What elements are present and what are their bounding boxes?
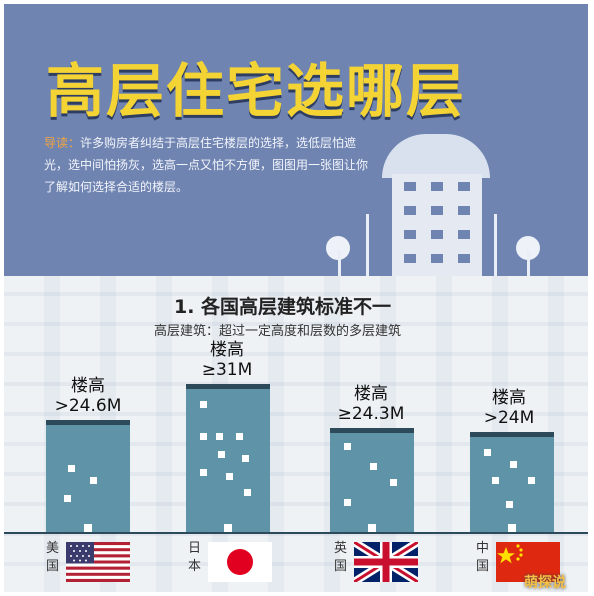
label-line2: >24M	[483, 408, 535, 428]
us-flag-icon	[66, 542, 130, 582]
page-title: 高层住宅选哪层	[46, 57, 467, 125]
height-label-uk: 楼高 ≥24.3M	[326, 384, 416, 424]
country-name-japan: 日本	[188, 541, 202, 574]
header-building-dome	[382, 134, 490, 178]
ground-line	[4, 532, 588, 534]
header-building	[392, 174, 482, 276]
intro-lead: 导读：	[44, 136, 81, 150]
height-label-japan: 楼高 ≥31M	[182, 340, 272, 380]
building-us	[46, 420, 130, 532]
building-uk	[330, 428, 414, 532]
watermark-logo: 萌探说	[524, 575, 566, 591]
section-subtitle: 高层建筑：超过一定高度和层数的多层建筑	[154, 324, 402, 339]
section-title: 1. 各国高层建筑标准不一	[174, 296, 392, 318]
china-flag-icon	[496, 542, 560, 582]
height-label-china: 楼高 >24M	[464, 388, 554, 428]
intro-paragraph: 导读：许多购房者纠结于高层住宅楼层的选择，选低层怕遮光，选中间怕扬灰，选高一点又…	[44, 132, 374, 198]
height-label-us: 楼高 >24.6M	[40, 376, 136, 416]
street-lamp	[366, 214, 369, 276]
building-japan	[186, 384, 270, 532]
intro-text: 许多购房者纠结于高层住宅楼层的选择，选低层怕遮光，选中间怕扬灰，选高一点又怕不方…	[44, 136, 369, 194]
building-china	[470, 432, 554, 532]
label-line1: 楼高	[492, 388, 526, 408]
header-banner: 高层住宅选哪层 导读：许多购房者纠结于高层住宅楼层的选择，选低层怕遮光，选中间怕…	[4, 4, 588, 276]
label-line1: 楼高	[210, 340, 244, 360]
country-name-us: 美国	[46, 541, 60, 574]
label-line2: ≥24.3M	[337, 404, 405, 424]
japan-flag-icon	[208, 542, 272, 582]
infographic: 高层住宅选哪层 导读：许多购房者纠结于高层住宅楼层的选择，选低层怕遮光，选中间怕…	[4, 4, 588, 592]
label-line2: ≥31M	[201, 360, 253, 380]
uk-flag-icon	[354, 542, 418, 582]
country-name-china: 中国	[476, 541, 490, 574]
street-lamp	[494, 214, 497, 276]
label-line1: 楼高	[71, 376, 105, 396]
country-name-uk: 英国	[334, 541, 348, 574]
label-line1: 楼高	[354, 384, 388, 404]
label-line2: >24.6M	[54, 396, 122, 416]
